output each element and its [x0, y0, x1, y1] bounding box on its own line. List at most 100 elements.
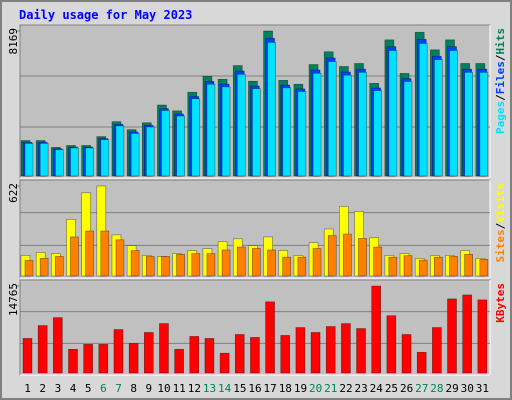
bar: [161, 110, 170, 177]
bar: [113, 329, 124, 374]
bar: [479, 72, 489, 177]
bar: [219, 352, 230, 374]
bar: [297, 256, 307, 277]
chart-title: Daily usage for May 2023: [19, 8, 192, 22]
bar: [312, 72, 322, 177]
bar: [68, 348, 78, 374]
x-tick-label: 8: [130, 382, 137, 395]
x-tick-label: 28: [430, 382, 443, 395]
bar: [343, 233, 352, 277]
bar: [325, 326, 336, 374]
bar: [24, 143, 34, 177]
bar: [447, 298, 457, 374]
legend: KBytes: [494, 283, 507, 323]
x-tick-label: 9: [146, 382, 153, 395]
bar: [403, 255, 413, 277]
x-tick-label: 7: [115, 382, 122, 395]
bar: [479, 259, 489, 277]
bar: [295, 327, 306, 374]
x-tick-label: 25: [385, 382, 398, 395]
bar: [327, 235, 337, 277]
bar: [373, 90, 383, 177]
legend-separator: /: [494, 54, 507, 61]
bar: [24, 260, 34, 277]
bar: [191, 253, 201, 277]
bar: [310, 332, 321, 374]
x-tick-label: 24: [370, 382, 384, 395]
bar: [161, 256, 170, 277]
legend-entry: Sites: [494, 229, 507, 262]
bar: [98, 344, 109, 374]
bar: [206, 83, 216, 177]
bar: [159, 323, 169, 374]
bar: [221, 249, 231, 277]
x-tick-label: 15: [233, 382, 246, 395]
bar: [388, 50, 398, 177]
bar: [37, 325, 48, 374]
legend-entry: Pages: [494, 101, 507, 134]
bar: [403, 81, 413, 177]
bar: [53, 317, 63, 374]
x-tick-label: 10: [157, 382, 170, 395]
bar: [55, 256, 64, 277]
bar: [297, 91, 307, 177]
bar: [221, 86, 231, 177]
bar: [115, 239, 125, 277]
x-tick-label: 5: [85, 382, 92, 395]
bar: [267, 42, 276, 177]
bar: [477, 299, 488, 374]
bar: [386, 315, 397, 374]
bar: [115, 125, 125, 177]
bar: [358, 72, 367, 177]
bar: [341, 323, 351, 374]
bar: [464, 253, 473, 277]
bar: [418, 43, 428, 177]
bar: [282, 256, 292, 277]
bar: [55, 149, 64, 177]
bar: [145, 126, 155, 177]
legend: Pages/Files/Hits: [494, 28, 507, 134]
x-tick-label: 31: [476, 382, 489, 395]
x-tick-label: 21: [324, 382, 337, 395]
legend-separator: /: [494, 222, 507, 229]
bar: [418, 259, 428, 277]
x-tick-label: 16: [248, 382, 261, 395]
bar: [265, 301, 275, 374]
legend-entry: Visits: [494, 183, 507, 223]
bar: [449, 256, 458, 277]
bar: [204, 338, 215, 374]
bar: [449, 50, 458, 177]
bar: [373, 246, 383, 277]
bar: [176, 115, 185, 177]
x-tick-label: 22: [339, 382, 352, 395]
legend: Sites/Visits: [494, 183, 507, 263]
bar: [250, 337, 260, 374]
bar: [280, 335, 291, 374]
bar: [206, 253, 216, 277]
bar: [462, 294, 472, 374]
x-tick-label: 2: [39, 382, 46, 395]
bar: [83, 344, 93, 374]
bar: [236, 246, 246, 277]
x-tick-label: 14: [218, 382, 232, 395]
x-tick-label: 13: [203, 382, 216, 395]
bar: [70, 147, 79, 177]
bar: [130, 250, 140, 277]
bar: [176, 253, 185, 277]
bar: [388, 256, 398, 277]
x-tick-label: 3: [55, 382, 62, 395]
bar: [434, 256, 443, 277]
bar: [434, 59, 443, 177]
x-tick-label: 27: [415, 382, 428, 395]
x-tick-label: 29: [445, 382, 458, 395]
bar: [143, 332, 154, 374]
bar: [343, 74, 352, 177]
x-tick-label: 23: [355, 382, 368, 395]
x-tick-label: 1: [24, 382, 31, 395]
bar: [39, 258, 49, 277]
bar: [100, 139, 110, 177]
x-tick-label: 12: [188, 382, 201, 395]
bar: [128, 343, 139, 374]
